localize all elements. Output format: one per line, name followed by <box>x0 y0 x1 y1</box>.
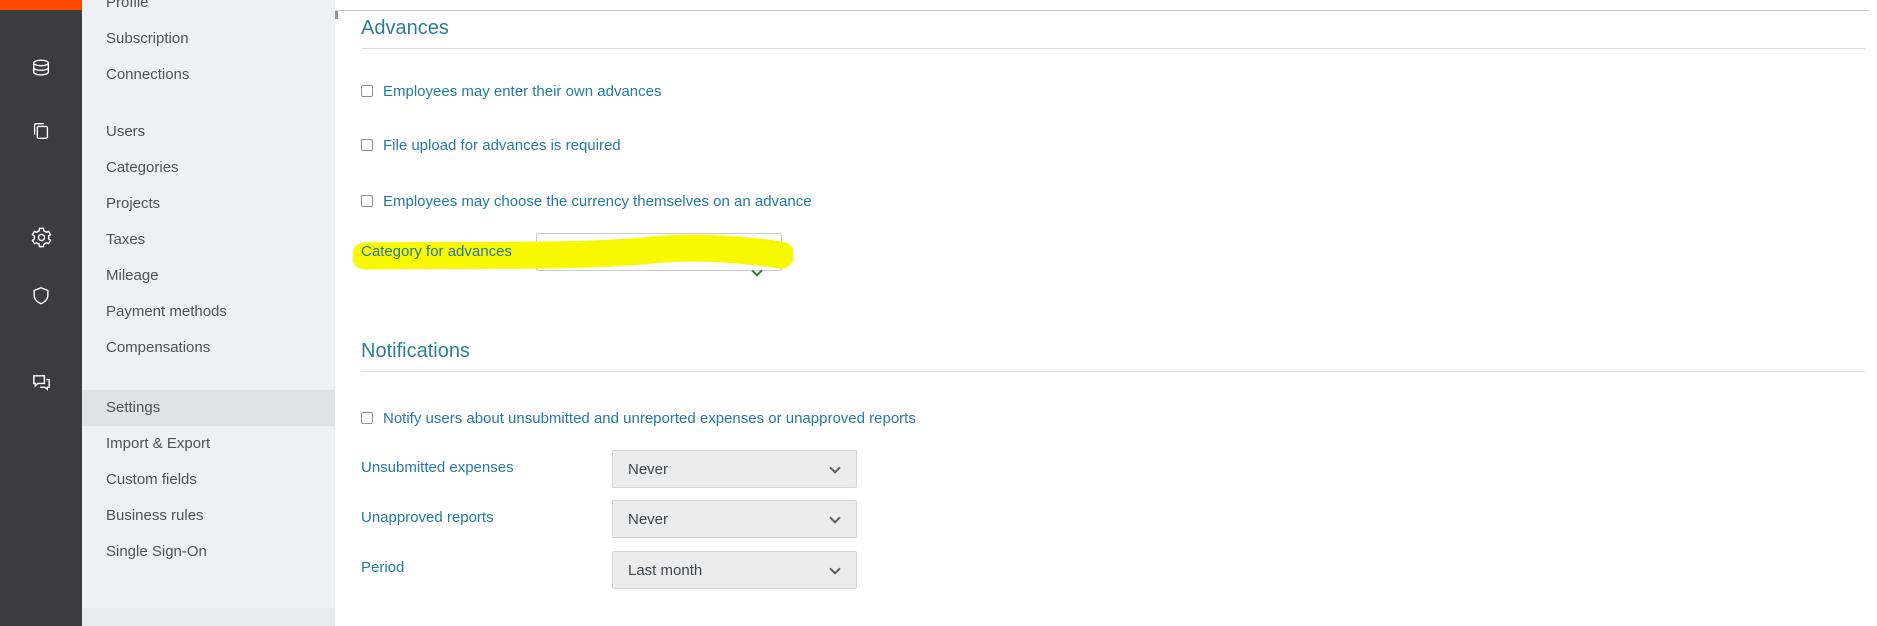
menu-group-account: Profile Subscription Connections <box>82 0 335 93</box>
menu-group-configuration: Settings Import & Export Custom fields B… <box>82 390 335 570</box>
active-nav-accent-bar <box>0 0 82 10</box>
section-divider <box>361 48 1865 49</box>
gear-icon[interactable] <box>24 222 58 252</box>
category-for-advances-label: Category for advances <box>361 243 512 260</box>
checkbox-unchecked[interactable] <box>361 412 373 424</box>
sidebar-item-compensations[interactable]: Compensations <box>106 339 211 356</box>
select-value: Last month <box>628 562 703 579</box>
unapproved-reports-select[interactable]: Never <box>612 500 857 538</box>
sidebar-item-import-export[interactable]: Import & Export <box>106 435 211 452</box>
sidebar-item-settings[interactable]: Settings <box>82 390 335 426</box>
sidebar-item-taxes[interactable]: Taxes <box>106 231 146 248</box>
unsubmitted-expenses-label: Unsubmitted expenses <box>361 459 514 476</box>
checkbox-label[interactable]: Employees may choose the currency themse… <box>383 192 812 210</box>
checkbox-row-choose-currency[interactable]: Employees may choose the currency themse… <box>361 192 812 210</box>
sidebar-item-mileage[interactable]: Mileage <box>106 267 159 284</box>
sidebar-item-projects[interactable]: Projects <box>106 195 161 212</box>
checkbox-row-file-upload[interactable]: File upload for advances is required <box>361 136 621 154</box>
checkbox-label[interactable]: File upload for advances is required <box>383 136 621 154</box>
select-value: Never <box>628 461 669 478</box>
chevron-down-icon <box>829 563 841 575</box>
checkbox-row-notify-users[interactable]: Notify users about unsubmitted and unrep… <box>361 409 916 427</box>
period-select[interactable]: Last month <box>612 551 857 589</box>
checkbox-unchecked[interactable] <box>361 195 373 207</box>
advances-section-title: Advances <box>361 17 449 39</box>
sidebar-item-subscription[interactable]: Subscription <box>106 30 189 47</box>
shield-icon[interactable] <box>24 281 58 311</box>
notifications-section-title: Notifications <box>361 340 470 362</box>
period-label: Period <box>361 559 405 576</box>
database-icon[interactable] <box>24 53 58 83</box>
sidebar-item-single-sign-on[interactable]: Single Sign-On <box>106 543 207 560</box>
checkbox-unchecked[interactable] <box>361 85 373 97</box>
sidebar-item-payment-methods[interactable]: Payment methods <box>106 303 227 320</box>
unapproved-reports-label: Unapproved reports <box>361 509 494 526</box>
section-divider <box>361 371 1865 372</box>
sidebar-item-connections[interactable]: Connections <box>106 66 190 83</box>
chevron-down-icon <box>829 462 841 474</box>
sidebar-item-users[interactable]: Users <box>106 123 146 140</box>
chevron-down-icon <box>829 512 841 524</box>
sidebar-item-categories[interactable]: Categories <box>106 159 179 176</box>
copy-icon[interactable] <box>24 116 58 146</box>
select-value: Never <box>628 511 669 528</box>
checkbox-label[interactable]: Notify users about unsubmitted and unrep… <box>383 409 916 427</box>
menu-group-organization: Users Categories Projects Taxes Mileage … <box>82 114 335 366</box>
chat-icon[interactable] <box>24 367 58 397</box>
content-top-border <box>335 10 1869 11</box>
primary-nav-rail <box>0 0 82 626</box>
unsubmitted-expenses-select[interactable]: Never <box>612 450 857 488</box>
checkbox-row-own-advances[interactable]: Employees may enter their own advances <box>361 82 661 100</box>
checkbox-label[interactable]: Employees may enter their own advances <box>383 82 662 100</box>
scrollbar-thumb[interactable] <box>335 11 338 19</box>
settings-menu-sidebar: Profile Subscription Connections Users C… <box>82 0 335 626</box>
checkbox-unchecked[interactable] <box>361 139 373 151</box>
sidebar-item-business-rules[interactable]: Business rules <box>106 507 204 524</box>
sidebar-item-custom-fields[interactable]: Custom fields <box>106 471 197 488</box>
sidebar-item-profile[interactable]: Profile <box>106 0 149 11</box>
main-content: Advances Employees may enter their own a… <box>335 0 1877 626</box>
sidebar-bottom-band <box>82 608 335 626</box>
